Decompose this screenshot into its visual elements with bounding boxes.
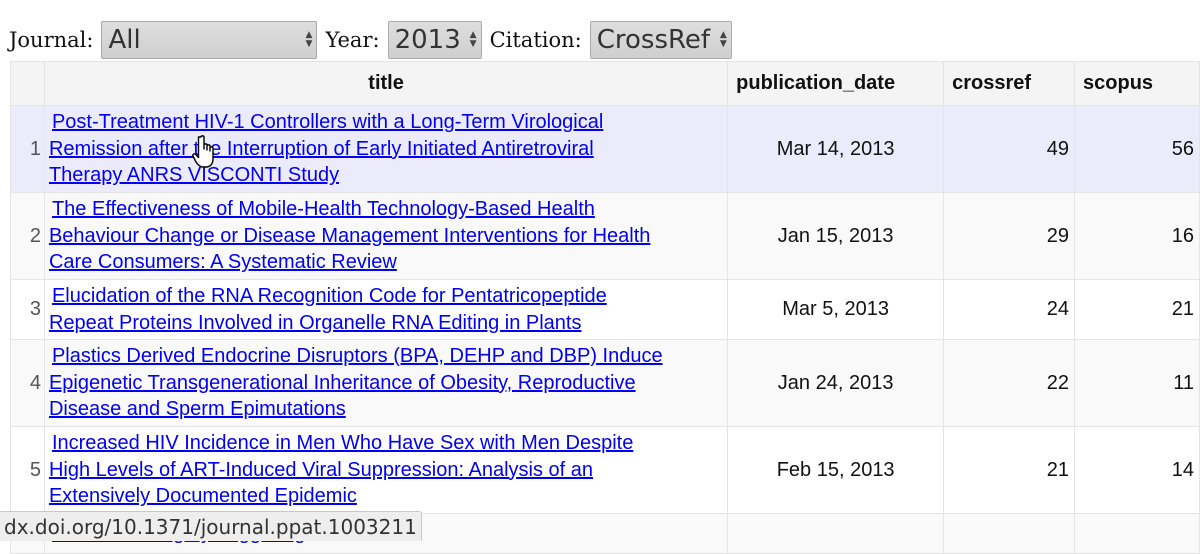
title-line: Extensively Documented Epidemic: [48, 485, 357, 508]
updown-arrow-icon: ▲ ▼: [305, 30, 313, 49]
article-title-link[interactable]: Increased HIV Incidence in Men Who Have …: [49, 432, 633, 507]
crossref-count-cell: 29: [943, 192, 1076, 280]
year-select[interactable]: 2013 ▲ ▼: [387, 21, 482, 59]
scopus-count-cell: 11: [1074, 339, 1200, 427]
crossref-count-cell: 22: [943, 339, 1076, 427]
article-title-link[interactable]: The Effectiveness of Mobile-Health Techn…: [49, 198, 650, 273]
table-row[interactable]: 3 Elucidation of the RNA Recognition Code…: [10, 279, 1200, 340]
title-line: Behaviour Change or Disease Management I…: [48, 224, 651, 247]
article-title-link[interactable]: Post-Treatment HIV-1 Controllers with a …: [49, 111, 603, 186]
table-header: title publication_date crossref scopus: [10, 61, 1200, 106]
article-title-link[interactable]: Plastics Derived Endocrine Disruptors (B…: [49, 345, 663, 420]
crossref-count-cell: 21: [943, 426, 1076, 514]
title-cell: Post-Treatment HIV-1 Controllers with a …: [43, 105, 729, 193]
updown-arrow-icon: ▲ ▼: [469, 30, 477, 49]
publication-date-cell: Feb 15, 2013: [727, 426, 945, 514]
year-label: Year:: [325, 28, 380, 52]
scopus-count-cell: [1074, 513, 1200, 554]
updown-arrow-icon: ▲ ▼: [719, 30, 727, 49]
journal-select-value: All: [108, 25, 141, 55]
crossref-count-cell: 49: [943, 105, 1076, 193]
results-table: title publication_date crossref scopus 1…: [10, 61, 1200, 554]
publication-date-cell: Jan 24, 2013: [727, 339, 945, 427]
title-line: Therapy ANRS VISCONTI Study: [48, 164, 340, 187]
row-index: 4: [10, 339, 45, 427]
title-line: Increased HIV Incidence in Men Who Have …: [51, 432, 634, 455]
title-line: Post-Treatment HIV-1 Controllers with a …: [51, 111, 604, 134]
publication-date-cell: Mar 14, 2013: [727, 105, 945, 193]
scopus-count-cell: 56: [1074, 105, 1200, 193]
title-line: Remission after the Interruption of Earl…: [48, 137, 594, 160]
article-title-link[interactable]: Elucidation of the RNA Recognition Code …: [49, 285, 607, 334]
title-line: Elucidation of the RNA Recognition Code …: [51, 285, 607, 307]
table-row[interactable]: 1 Post-Treatment HIV-1 Controllers with a…: [10, 105, 1200, 193]
citation-select-value: CrossRef: [596, 25, 711, 55]
title-cell: Plastics Derived Endocrine Disruptors (B…: [43, 339, 729, 427]
citation-label: Citation:: [489, 28, 582, 52]
table-row[interactable]: 4 Plastics Derived Endocrine Disruptors (…: [10, 339, 1200, 427]
title-cell: Increased HIV Incidence in Men Who Have …: [43, 426, 729, 514]
title-line: Disease and Sperm Epimutations: [48, 398, 346, 421]
column-header-title[interactable]: title: [43, 61, 729, 106]
column-header-scopus[interactable]: scopus: [1074, 61, 1200, 106]
filter-bar: Journal: All ▲ ▼ Year: 2013 ▲ ▼ Citation: …: [9, 20, 740, 60]
row-index: 2: [10, 192, 45, 280]
column-header-publication-date[interactable]: publication_date: [727, 61, 945, 106]
table-row[interactable]: 2 The Effectiveness of Mobile-Health Tech…: [10, 192, 1200, 280]
crossref-count-cell: [943, 513, 1076, 554]
publication-date-cell: [727, 513, 945, 554]
column-header-index[interactable]: [10, 61, 45, 106]
table-row[interactable]: 5 Increased HIV Incidence in Men Who Have…: [10, 426, 1200, 514]
row-index: 1: [10, 105, 45, 193]
journal-select[interactable]: All ▲ ▼: [101, 21, 318, 59]
journal-label: Journal:: [9, 28, 94, 52]
scopus-count-cell: 21: [1074, 279, 1200, 340]
row-index: 3: [10, 279, 45, 340]
title-line: High Levels of ART-Induced Viral Suppres…: [48, 458, 593, 481]
scopus-count-cell: 16: [1074, 192, 1200, 280]
title-line: Epigenetic Transgenerational Inheritance…: [48, 371, 636, 394]
citation-select[interactable]: CrossRef ▲ ▼: [589, 21, 732, 59]
scopus-count-cell: 14: [1074, 426, 1200, 514]
title-line: Care Consumers: A Systematic Review: [48, 251, 397, 274]
title-cell: The Effectiveness of Mobile-Health Techn…: [43, 192, 729, 280]
title-line: The Effectiveness of Mobile-Health Techn…: [51, 198, 595, 221]
publication-date-cell: Jan 15, 2013: [727, 192, 945, 280]
title-line: Plastics Derived Endocrine Disruptors (B…: [51, 345, 663, 368]
crossref-count-cell: 24: [943, 279, 1076, 340]
title-line: Repeat Proteins Involved in Organelle RN…: [48, 311, 582, 334]
column-header-crossref[interactable]: crossref: [943, 61, 1076, 106]
year-select-value: 2013: [394, 25, 461, 55]
status-bar-url: dx.doi.org/10.1371/journal.ppat.1003211: [0, 511, 422, 541]
title-cell: Elucidation of the RNA Recognition Code …: [43, 279, 729, 340]
publication-date-cell: Mar 5, 2013: [727, 279, 945, 340]
row-index: 5: [10, 426, 45, 514]
